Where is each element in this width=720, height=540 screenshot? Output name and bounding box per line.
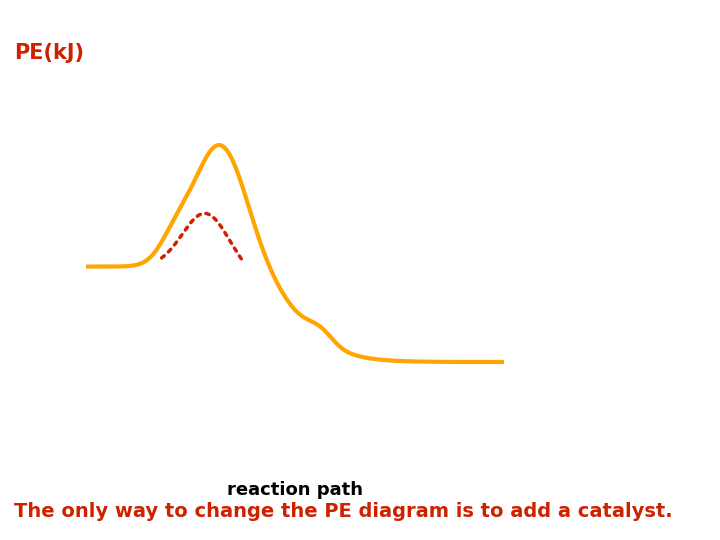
Text: reaction path: reaction path [228, 481, 363, 498]
Text: The only way to change the PE diagram is to add a catalyst.: The only way to change the PE diagram is… [14, 502, 673, 521]
Text: PE(kJ): PE(kJ) [14, 43, 84, 63]
